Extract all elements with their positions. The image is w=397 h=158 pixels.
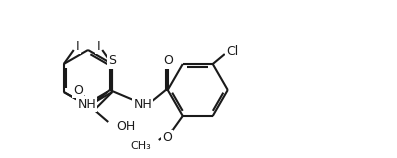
Text: NH: NH xyxy=(77,97,96,110)
Text: Cl: Cl xyxy=(227,45,239,58)
Text: I: I xyxy=(96,40,100,52)
Text: O: O xyxy=(73,83,83,97)
Text: O: O xyxy=(162,131,172,144)
Text: CH₃: CH₃ xyxy=(130,141,151,151)
Text: NH: NH xyxy=(133,97,152,110)
Text: S: S xyxy=(108,55,116,67)
Text: O: O xyxy=(163,55,173,67)
Text: I: I xyxy=(76,40,79,52)
Text: OH: OH xyxy=(116,119,135,133)
